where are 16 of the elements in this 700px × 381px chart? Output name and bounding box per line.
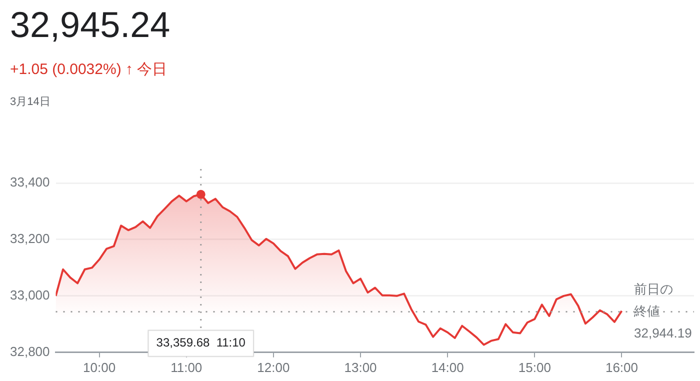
y-tick-label: 33,400 [10, 174, 50, 190]
chart-title: 32,945.24 [10, 4, 170, 46]
x-tick-label: 12:00 [257, 360, 290, 375]
x-tick-label: 15:00 [518, 360, 551, 375]
y-tick-label: 33,200 [10, 231, 50, 246]
x-tick-label: 13:00 [344, 360, 377, 375]
x-tick-label: 14:00 [431, 360, 464, 375]
y-tick-label: 33,000 [10, 288, 50, 303]
x-tick-label: 11:00 [170, 360, 202, 375]
ref-line-label: 33,359.68 11:10 [156, 336, 246, 350]
y-tick-label: 32,800 [10, 344, 50, 359]
chart-subtitle: +1.05 (0.0032%) ↑ 今日 [10, 60, 168, 79]
text: 3月14日 [10, 95, 50, 109]
ref-line-label: 前日の終値 32,944.19 [633, 281, 692, 340]
x-tick-label: 16:00 [605, 360, 638, 375]
x-tick-label: 10:00 [83, 360, 116, 375]
